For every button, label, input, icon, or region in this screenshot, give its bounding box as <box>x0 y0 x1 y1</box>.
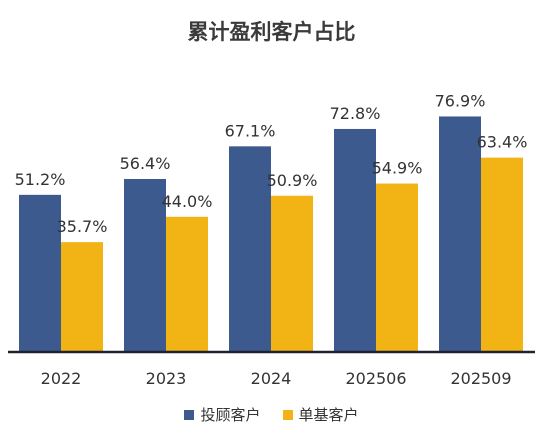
chart-title: 累计盈利客户占比 <box>187 20 356 44</box>
data-label-series-2-2022: 35.7% <box>57 217 108 236</box>
x-tick-label-2022: 2022 <box>41 369 82 388</box>
data-label-series-1-202509: 76.9% <box>435 91 486 110</box>
x-tick-label-202509: 202509 <box>450 369 511 388</box>
bar-series-2-2023 <box>166 216 208 351</box>
legend-label-series-1: 投顾客户 <box>200 406 261 424</box>
legend-swatch-series-2 <box>282 409 293 420</box>
data-label-series-2-2024: 50.9% <box>267 171 318 190</box>
data-label-series-1-2023: 56.4% <box>120 154 171 173</box>
bars-group <box>19 116 523 351</box>
data-label-series-2-202509: 63.4% <box>477 133 528 152</box>
data-label-series-2-202506: 54.9% <box>372 159 423 178</box>
legend-item-series-2: 单基客户 <box>282 404 359 425</box>
bar-series-1-202506 <box>334 128 376 351</box>
legend: 投顾客户 单基客户 <box>0 404 543 425</box>
bar-series-1-2022 <box>19 194 61 351</box>
legend-label-series-2: 单基客户 <box>298 406 359 424</box>
bar-series-1-202509 <box>439 116 481 351</box>
bar-series-1-2023 <box>124 178 166 351</box>
data-label-series-1-2024: 67.1% <box>225 121 276 140</box>
bar-series-2-202506 <box>376 183 418 351</box>
x-tick-label-2023: 2023 <box>146 369 187 388</box>
value-labels-group: 51.2% 35.7% 56.4% 44.0% 67.1% 50.9% 72.8% 54.9%… <box>15 91 528 236</box>
x-tick-label-2024: 2024 <box>251 369 292 388</box>
x-tick-label-202506: 202506 <box>345 369 406 388</box>
legend-swatch-series-1 <box>184 409 195 420</box>
x-tick-labels-group: 2022 2023 2024 202506 202509 <box>41 369 512 388</box>
bar-series-2-2024 <box>271 195 313 351</box>
data-label-series-2-2023: 44.0% <box>162 192 213 211</box>
bar-series-2-202509 <box>481 157 523 351</box>
data-label-series-1-202506: 72.8% <box>330 104 381 123</box>
data-label-series-1-2022: 51.2% <box>15 170 66 189</box>
bar-series-2-2022 <box>61 242 103 351</box>
legend-item-series-1: 投顾客户 <box>184 404 261 425</box>
bar-series-1-2024 <box>229 146 271 351</box>
